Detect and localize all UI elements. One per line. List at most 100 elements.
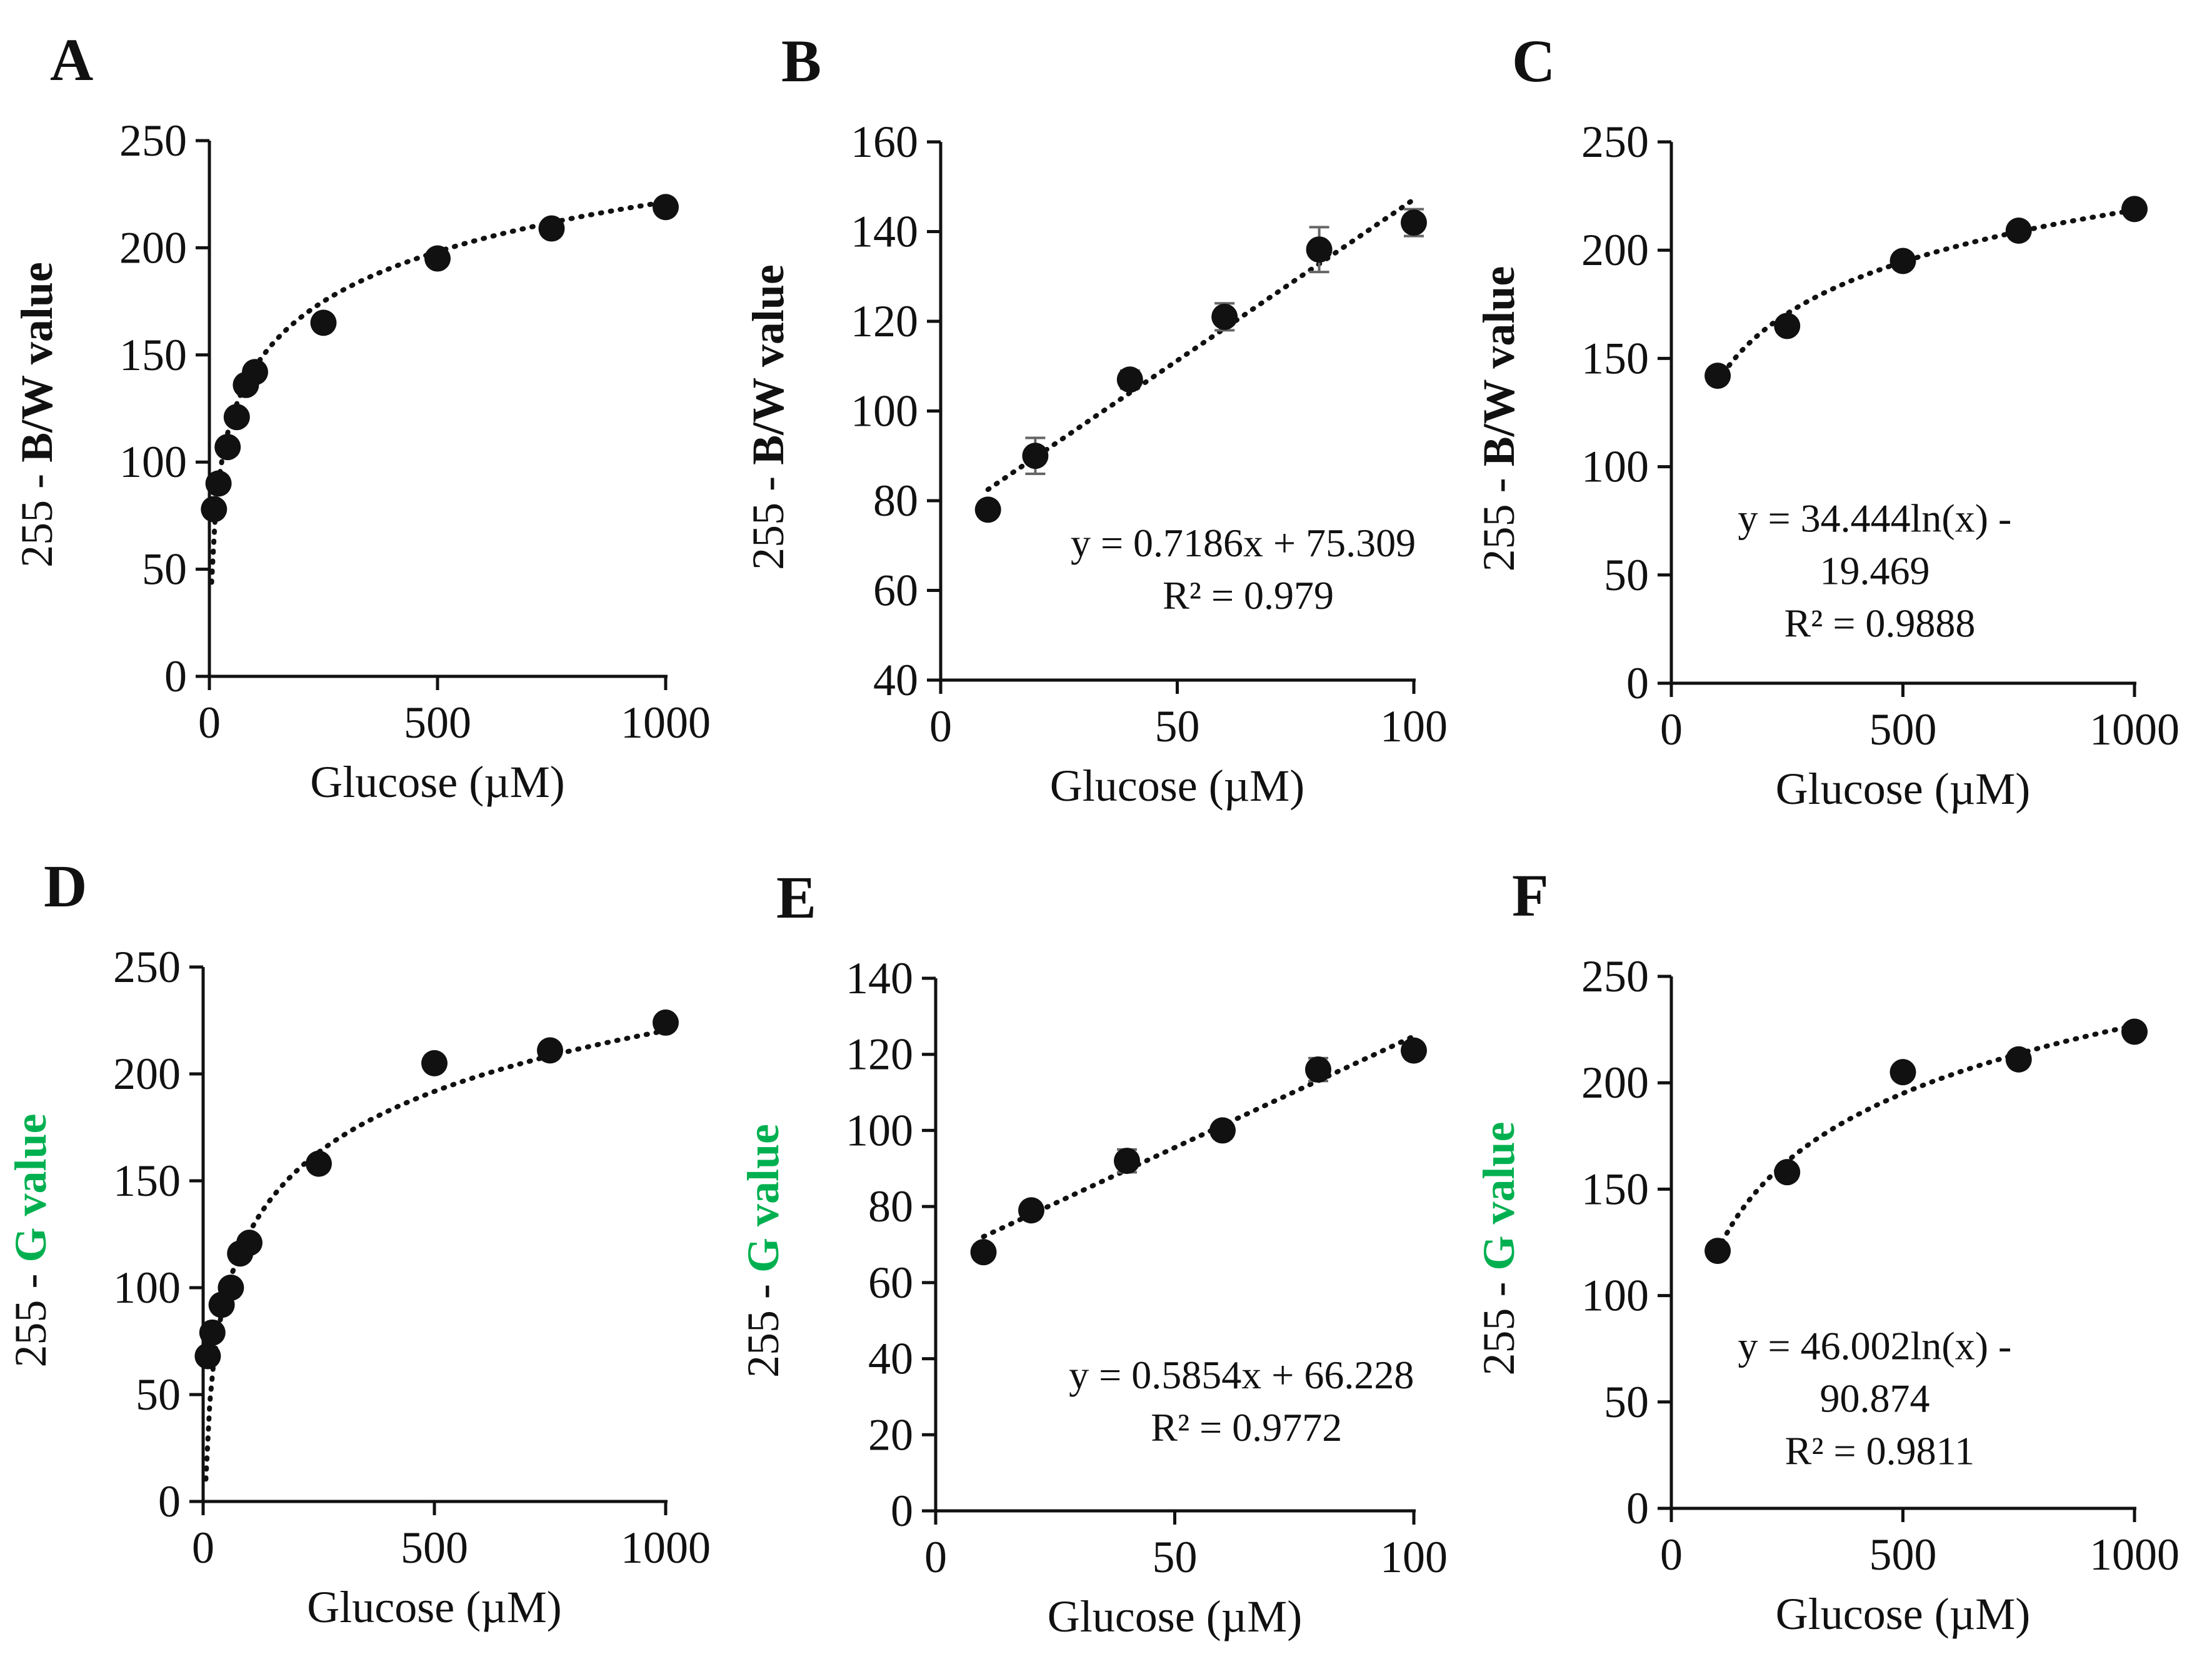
y-tick-label: 0 xyxy=(1626,1483,1649,1533)
y-axis-title-prefix: 255 - xyxy=(1474,1271,1524,1376)
y-axis-title-prefix: 255 - xyxy=(6,1263,56,1368)
x-axis-title: Glucose (µM) xyxy=(307,1582,561,1632)
data-point xyxy=(1704,1238,1731,1265)
equation-line: 90.874 xyxy=(1819,1376,1929,1421)
panel-letter: A xyxy=(50,26,93,93)
y-tick-label: 0 xyxy=(158,1476,181,1526)
y-axis-title-highlight: B/W value xyxy=(743,264,793,465)
trendline-equation: y = 0.7186x + 75.309 R² = 0.979 xyxy=(1071,521,1426,618)
y-tick-label: 150 xyxy=(113,1156,181,1206)
x-tick-label: 0 xyxy=(192,1523,214,1573)
y-axis-title-prefix: 255 - xyxy=(12,463,62,568)
y-tick-label: 140 xyxy=(846,953,913,1003)
y-tick-label: 80 xyxy=(873,476,918,526)
equation-line: y = 46.002ln(x) - xyxy=(1738,1324,2012,1368)
panel-letter: B xyxy=(781,28,821,94)
data-point xyxy=(1774,313,1801,339)
trendline-equation: y = 34.444ln(x) - 19.469 R² = 0.9888 xyxy=(1738,496,2022,646)
trendline-equation: y = 46.002ln(x) - 90.874 R² = 0.9811 xyxy=(1738,1324,2022,1473)
panel-c: C Glucose (µM) 255 - B/W value y = 34.44… xyxy=(1474,28,2179,814)
y-axis-title-highlight: B/W value xyxy=(12,262,62,463)
y-tick-label: 40 xyxy=(873,655,918,705)
y-tick-label: 100 xyxy=(119,437,187,487)
equation-line: y = 0.5854x + 66.228 xyxy=(1069,1353,1414,1397)
y-tick-label: 200 xyxy=(113,1049,181,1099)
equation-line: R² = 0.9772 xyxy=(1151,1405,1342,1450)
y-tick-label: 0 xyxy=(164,651,187,701)
y-tick-label: 250 xyxy=(1581,117,1649,167)
y-tick-label: 100 xyxy=(1581,442,1649,492)
panel-e: E Glucose (µM) 255 - G value y = 0.5854x… xyxy=(738,864,1448,1641)
equation-line: R² = 0.979 xyxy=(1163,573,1334,618)
data-point xyxy=(2005,1046,2032,1073)
y-tick-label: 50 xyxy=(1604,1377,1649,1427)
x-tick-label: 1000 xyxy=(621,698,711,748)
y-tick-label: 0 xyxy=(891,1486,913,1536)
y-tick-label: 20 xyxy=(868,1410,913,1460)
y-axis-title-highlight: B/W value xyxy=(1474,266,1524,467)
x-tick-label: 50 xyxy=(1153,1532,1198,1582)
y-axis-title-prefix: 255 - xyxy=(1474,466,1524,571)
x-axis-title: Glucose (µM) xyxy=(1050,761,1304,811)
y-tick-label: 160 xyxy=(851,117,918,167)
x-tick-label: 0 xyxy=(1660,704,1683,754)
x-tick-label: 0 xyxy=(1660,1530,1683,1580)
y-tick-label: 120 xyxy=(846,1030,913,1080)
equation-line: R² = 0.9888 xyxy=(1784,601,1975,646)
data-point xyxy=(970,1239,997,1266)
y-axis-title: 255 - G value xyxy=(1474,1122,1524,1376)
data-point xyxy=(653,194,679,221)
y-tick-label: 0 xyxy=(1626,658,1649,708)
x-tick-label: 500 xyxy=(404,698,471,748)
y-tick-label: 200 xyxy=(119,223,187,273)
y-axis-title-highlight: G value xyxy=(6,1114,56,1263)
x-tick-label: 1000 xyxy=(2089,704,2179,754)
y-axis-title: 255 - G value xyxy=(738,1124,788,1378)
panel-letter: C xyxy=(1512,28,1555,94)
panel-letter: F xyxy=(1512,862,1549,929)
data-point xyxy=(1889,1059,1916,1086)
y-tick-label: 60 xyxy=(868,1258,913,1308)
trendline xyxy=(1715,1023,2137,1254)
x-tick-label: 500 xyxy=(401,1523,468,1573)
data-point xyxy=(214,434,241,461)
x-tick-label: 1000 xyxy=(621,1523,711,1573)
y-axis-title: 255 - B/W value xyxy=(743,264,793,570)
data-point xyxy=(242,359,268,386)
data-point xyxy=(310,309,337,336)
y-tick-label: 50 xyxy=(136,1370,181,1420)
x-tick-label: 500 xyxy=(1869,1530,1937,1580)
panel-a: A Glucose (µM) 255 - B/W value 0 50 100 150… xyxy=(12,26,711,807)
panel-d: D Glucose (µM) 255 - G value 0 50 100 150 20… xyxy=(6,853,711,1632)
y-tick-label: 40 xyxy=(868,1334,913,1384)
data-point xyxy=(1022,443,1049,469)
data-point xyxy=(1704,363,1731,389)
y-axis-title: 255 - B/W value xyxy=(1474,266,1524,572)
trendline xyxy=(981,1033,1416,1240)
data-point xyxy=(2005,218,2032,244)
y-tick-label: 100 xyxy=(1581,1271,1649,1321)
x-axis-title: Glucose (µM) xyxy=(1776,764,2030,814)
trendline xyxy=(985,197,1416,493)
data-point xyxy=(194,1343,221,1370)
x-tick-label: 1000 xyxy=(2089,1530,2179,1580)
data-point xyxy=(2121,196,2148,223)
data-point xyxy=(201,496,228,523)
panel-letter: E xyxy=(776,864,816,931)
data-point xyxy=(424,245,451,272)
data-point xyxy=(538,215,565,242)
data-point xyxy=(653,1009,679,1036)
y-tick-label: 140 xyxy=(851,207,918,257)
x-axis-title: Glucose (µM) xyxy=(1776,1589,2030,1639)
panel-b: B Glucose (µM) 255 - B/W value y = 0.718… xyxy=(743,28,1448,811)
data-point xyxy=(1114,1148,1140,1175)
data-point xyxy=(974,496,1001,523)
y-axis-title: 255 - B/W value xyxy=(12,262,62,568)
y-tick-label: 50 xyxy=(1604,550,1649,600)
equation-line: y = 0.7186x + 75.309 xyxy=(1071,521,1416,565)
y-tick-label: 250 xyxy=(119,116,187,166)
y-tick-label: 150 xyxy=(119,330,187,380)
data-point xyxy=(1209,1117,1236,1144)
x-tick-label: 0 xyxy=(924,1532,947,1582)
